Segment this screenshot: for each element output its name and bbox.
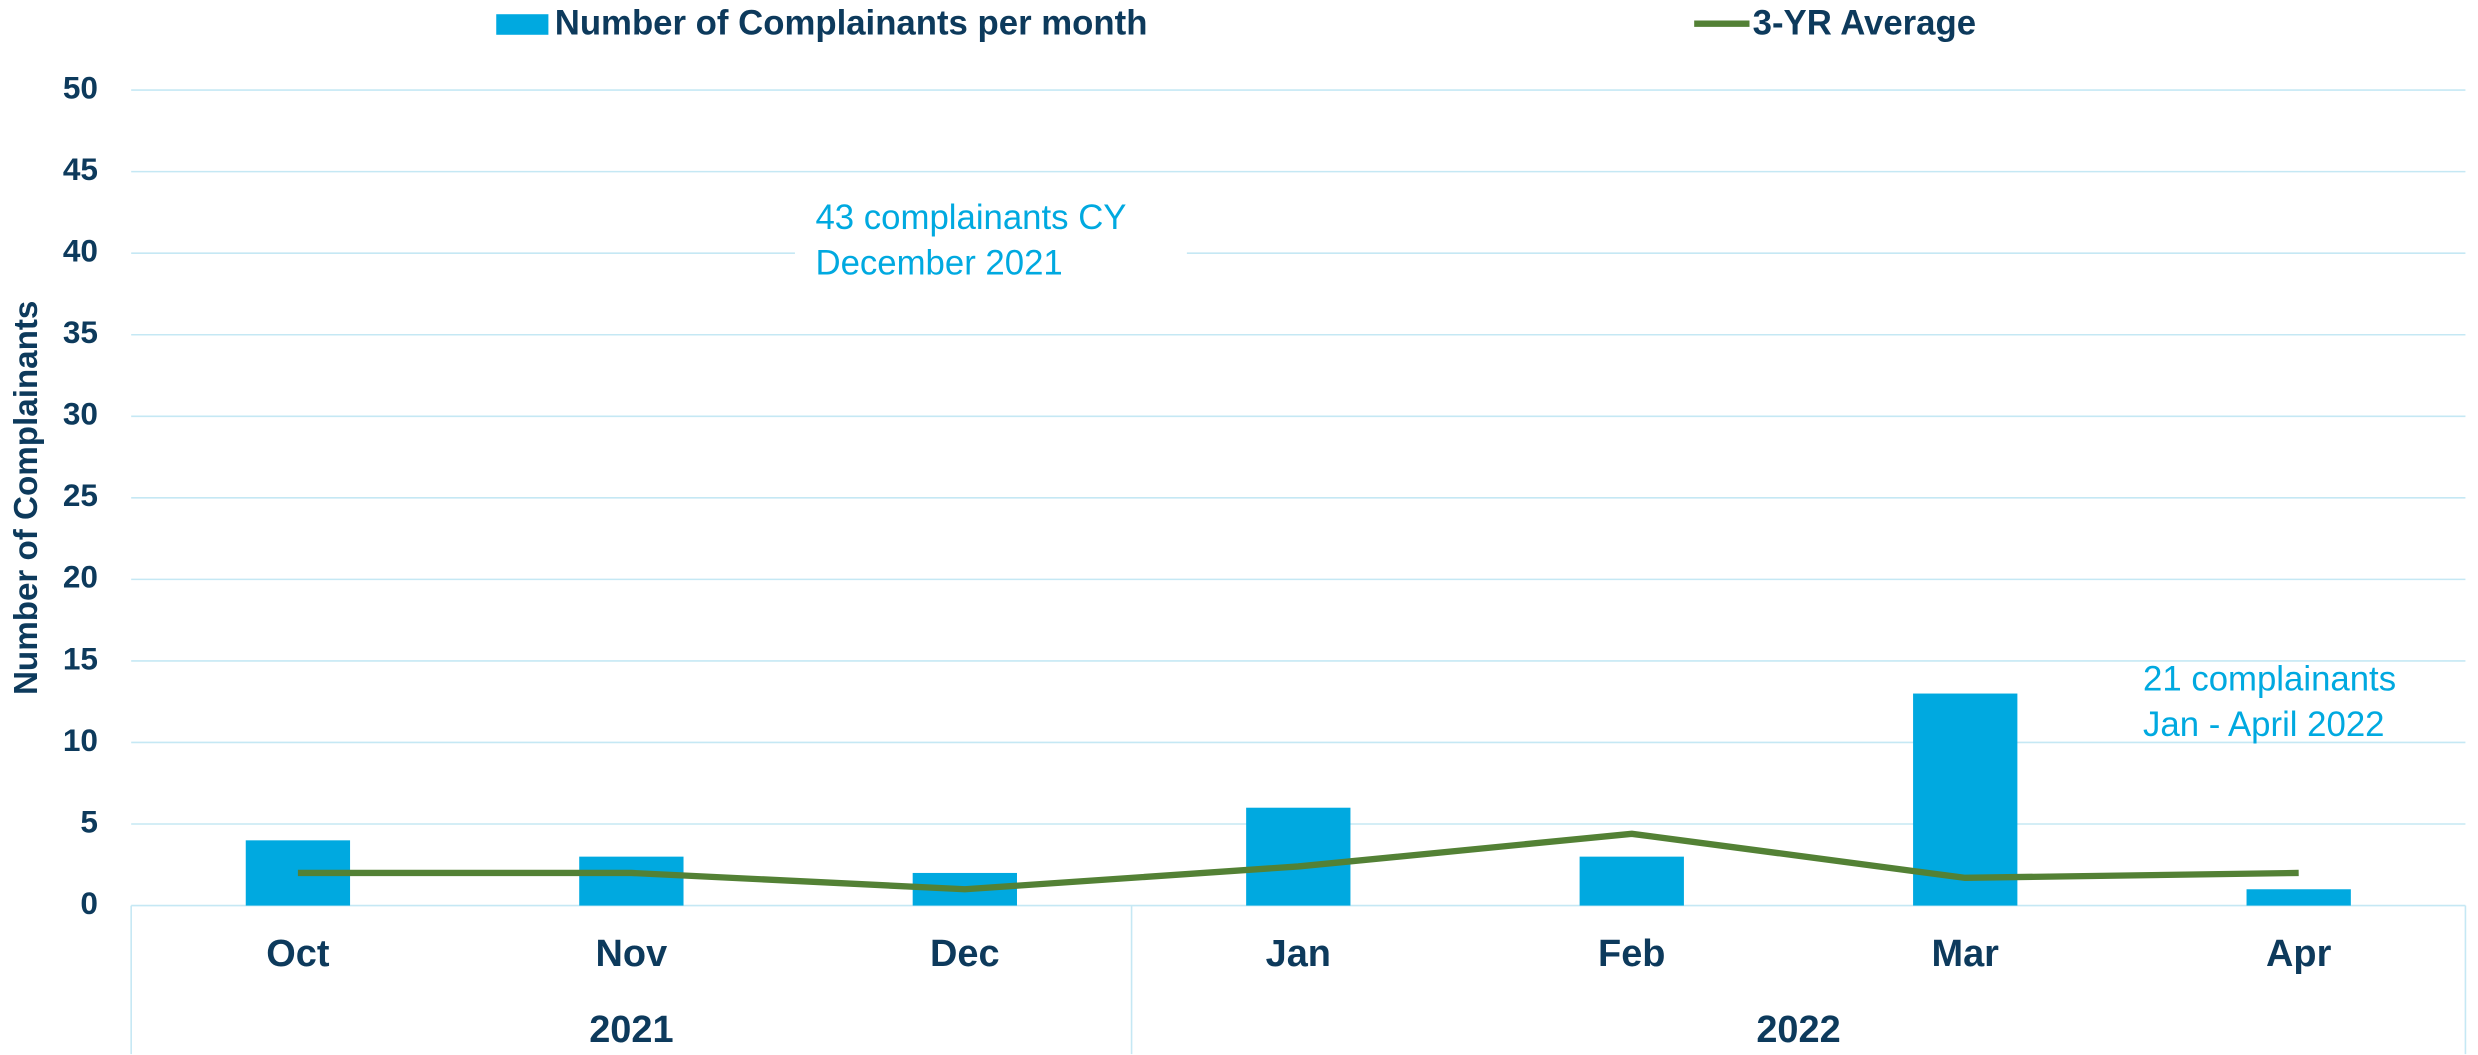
y-tick-label: 0 bbox=[80, 885, 98, 921]
y-tick-label: 25 bbox=[63, 477, 98, 513]
x-tick-label: Apr bbox=[2266, 933, 2332, 975]
x-tick-label: Oct bbox=[266, 933, 330, 975]
group-label: 2022 bbox=[1756, 1009, 1840, 1051]
y-tick-label: 5 bbox=[80, 803, 98, 839]
y-axis-title: Number of Complainants bbox=[8, 301, 45, 695]
x-tick-label: Feb bbox=[1598, 933, 1665, 975]
bar bbox=[1579, 856, 1684, 906]
x-tick-label: Nov bbox=[596, 933, 668, 975]
y-tick-label: 45 bbox=[63, 151, 98, 187]
bar bbox=[1246, 807, 1351, 906]
annotation: 43 complainants CY bbox=[815, 199, 1126, 237]
y-tick-label: 20 bbox=[63, 559, 98, 595]
x-tick-label: Dec bbox=[930, 933, 1000, 975]
annotation: 21 complainants bbox=[2143, 660, 2396, 698]
y-tick-label: 30 bbox=[63, 396, 98, 432]
x-tick-label: Mar bbox=[1932, 933, 2000, 975]
legend-label: Number of Complainants per month bbox=[555, 4, 1148, 42]
x-tick-label: Jan bbox=[1266, 933, 1331, 975]
group-label: 2021 bbox=[589, 1009, 673, 1051]
y-tick-label: 35 bbox=[63, 314, 98, 350]
y-tick-label: 15 bbox=[63, 640, 98, 676]
bar bbox=[579, 856, 684, 906]
bar bbox=[2246, 889, 2351, 906]
y-tick-label: 50 bbox=[63, 69, 98, 105]
y-tick-label: 40 bbox=[63, 233, 98, 269]
annotation-bg bbox=[794, 192, 1187, 291]
annotation: Jan - April 2022 bbox=[2143, 706, 2384, 744]
plot-root: Number of Complainants 0 5 10 15 20 25 30 35 40 4… bbox=[8, 4, 2467, 1055]
legend-label: 3-YR Average bbox=[1753, 4, 1976, 42]
legend-swatch bbox=[496, 14, 549, 35]
line bbox=[297, 830, 2299, 893]
annotation: December 2021 bbox=[815, 245, 1062, 283]
y-tick-label: 10 bbox=[63, 722, 98, 758]
